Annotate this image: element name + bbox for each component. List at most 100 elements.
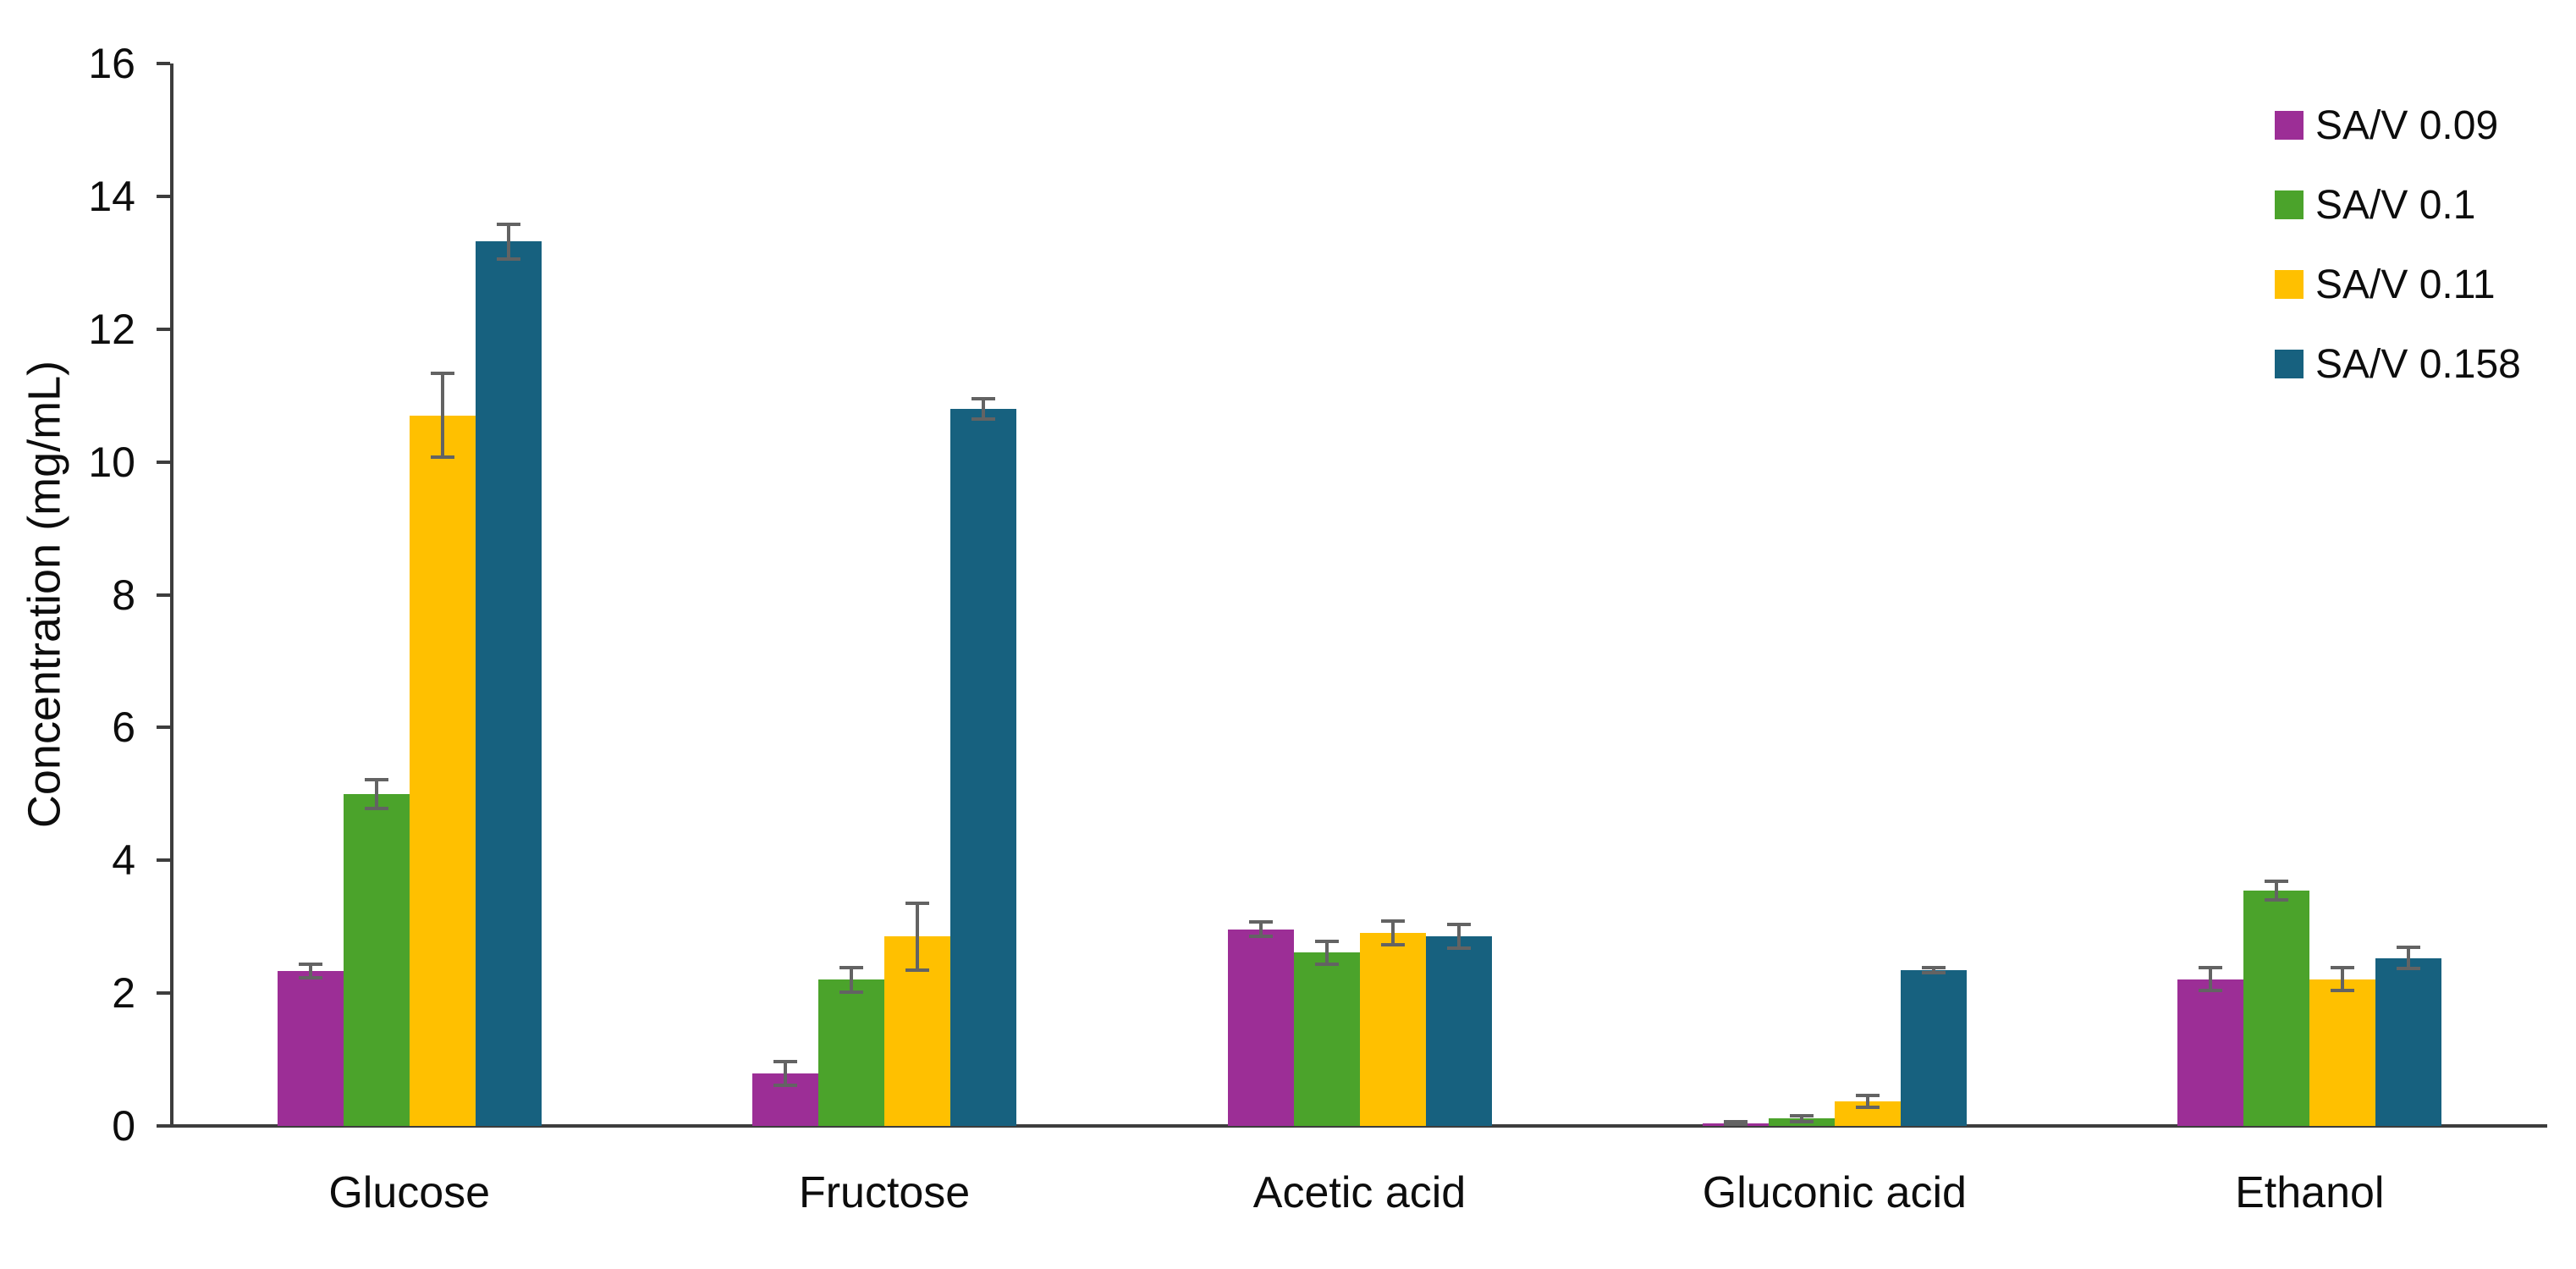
error-bar: [2407, 947, 2411, 969]
error-bar-cap-top: [496, 222, 520, 226]
bar-0.158-acetic-acid: [1425, 935, 1492, 1126]
error-bar-cap-top: [1855, 1093, 1880, 1097]
bar-0.09-glucose: [277, 971, 344, 1126]
y-axis-tick: [157, 194, 170, 198]
legend-item: SA/V 0.11: [2275, 245, 2521, 324]
error-bar-cap-bottom: [1380, 942, 1405, 946]
error-bar-cap-bottom: [2199, 988, 2223, 992]
error-bar-cap-top: [1921, 965, 1946, 969]
legend-swatch: [2275, 111, 2304, 140]
y-tick-label: 8: [112, 571, 135, 619]
error-bar: [1865, 1095, 1869, 1108]
y-tick-label: 2: [112, 969, 135, 1018]
error-bar-cap-top: [905, 902, 930, 906]
error-bar: [916, 903, 920, 970]
y-axis-line: [170, 63, 173, 1128]
bar-0.11-glucose: [409, 415, 476, 1126]
error-bar-cap-bottom: [1921, 970, 1946, 974]
error-bar-cap-top: [1380, 919, 1405, 923]
bar-0.158-fructose: [950, 408, 1017, 1126]
bar-0.158-glucose: [475, 241, 542, 1126]
y-axis-tick: [157, 327, 170, 331]
category-label: Fructose: [798, 1168, 971, 1217]
error-bar: [1324, 941, 1329, 964]
error-bar-cap-top: [2331, 966, 2355, 970]
y-tick-label: 12: [88, 305, 135, 353]
category-label: Ethanol: [2235, 1168, 2385, 1217]
error-bar-cap-bottom: [839, 990, 864, 994]
error-bar-cap-top: [2265, 879, 2289, 883]
y-tick-label: 4: [112, 836, 135, 885]
y-tick-label: 16: [88, 40, 135, 87]
legend-swatch: [2275, 190, 2304, 219]
bar-0.09-acetic-acid: [1227, 929, 1294, 1126]
error-bar-cap-bottom: [1855, 1106, 1880, 1110]
bar-0.1-acetic-acid: [1293, 952, 1360, 1126]
legend-item: SA/V 0.1: [2275, 165, 2521, 245]
error-bar-cap-bottom: [1723, 1123, 1748, 1127]
error-bar-cap-bottom: [2331, 988, 2355, 992]
error-bar-cap-bottom: [496, 257, 520, 261]
error-bar-cap-bottom: [364, 807, 388, 811]
legend-label: SA/V 0.1: [2315, 182, 2476, 228]
bar-0.11-ethanol: [2309, 979, 2376, 1126]
legend: SA/V 0.09 SA/V 0.1 SA/V 0.11 SA/V 0.158: [2275, 86, 2521, 404]
category-label: Glucose: [328, 1168, 491, 1217]
bar-0.1-fructose: [818, 979, 885, 1126]
error-bar-cap-bottom: [2265, 897, 2289, 902]
error-bar: [2275, 880, 2279, 900]
error-bar: [2209, 968, 2213, 990]
error-bar-cap-top: [430, 372, 454, 376]
error-bar-cap-top: [364, 777, 388, 781]
error-bar-cap-top: [2199, 966, 2223, 970]
error-bar: [784, 1061, 788, 1086]
error-bar-cap-top: [839, 966, 864, 970]
error-bar-cap-bottom: [1789, 1119, 1814, 1123]
error-bar: [374, 779, 378, 809]
error-bar-cap-bottom: [905, 968, 930, 972]
error-bar: [2341, 968, 2345, 990]
error-bar-cap-top: [1314, 939, 1339, 943]
error-bar-cap-top: [2397, 946, 2421, 949]
legend-item: SA/V 0.09: [2275, 86, 2521, 165]
error-bar-cap-bottom: [1314, 962, 1339, 966]
error-bar: [1456, 924, 1461, 948]
error-bar-cap-top: [1248, 920, 1273, 924]
error-bar: [506, 223, 510, 259]
error-bar: [1799, 1116, 1803, 1122]
error-bar-cap-bottom: [1446, 946, 1471, 950]
bar-0.11-acetic-acid: [1359, 932, 1426, 1126]
error-bar-cap-top: [298, 963, 322, 967]
error-bar: [1390, 920, 1395, 945]
error-bar: [982, 399, 986, 419]
y-tick-label: 14: [88, 172, 135, 220]
error-bar-cap-bottom: [773, 1084, 798, 1088]
y-tick-label: 10: [88, 438, 135, 486]
error-bar: [308, 964, 312, 979]
error-bar-cap-top: [773, 1059, 798, 1063]
legend-swatch: [2275, 350, 2304, 378]
legend-label: SA/V 0.09: [2315, 102, 2499, 148]
y-axis-tick: [157, 62, 170, 65]
error-bar-cap-bottom: [972, 417, 996, 421]
bar-0.158-ethanol: [2375, 957, 2442, 1126]
error-bar: [440, 373, 444, 458]
error-bar-cap-bottom: [2397, 967, 2421, 971]
error-bar: [1258, 922, 1263, 937]
error-bar-cap-bottom: [430, 455, 454, 460]
legend-swatch: [2275, 270, 2304, 299]
error-bar-cap-top: [1789, 1114, 1814, 1118]
error-bar: [850, 968, 854, 992]
category-label: Gluconic acid: [1702, 1168, 1967, 1217]
y-axis-tick: [157, 593, 170, 597]
y-axis-tick: [157, 858, 170, 863]
error-bar-cap-top: [972, 397, 996, 401]
legend-label: SA/V 0.158: [2315, 341, 2521, 387]
x-axis-line: [157, 1124, 2547, 1128]
y-axis-tick: [157, 991, 170, 996]
error-bar: [1931, 967, 1935, 973]
y-tick-label: 6: [112, 703, 135, 752]
y-axis-tick: [157, 726, 170, 730]
category-label: Acetic acid: [1252, 1168, 1467, 1217]
